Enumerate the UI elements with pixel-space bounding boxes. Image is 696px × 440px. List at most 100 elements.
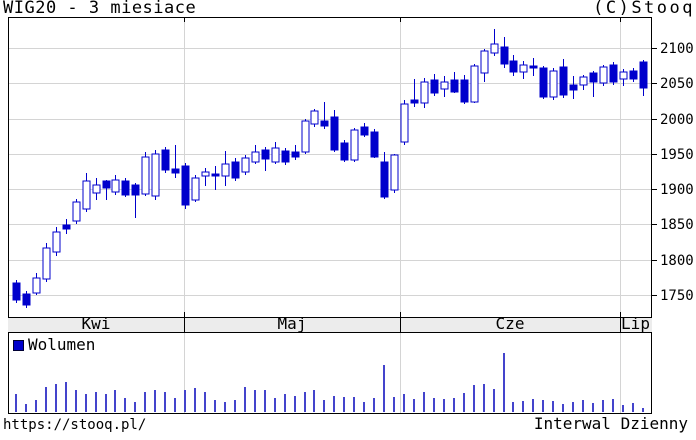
volume-bar bbox=[95, 392, 97, 412]
candle-up bbox=[111, 179, 120, 193]
h-gridline bbox=[8, 83, 651, 84]
candle-down bbox=[509, 60, 518, 73]
candle-wick bbox=[106, 180, 107, 200]
candle-up bbox=[72, 201, 81, 222]
candle-up bbox=[579, 76, 588, 86]
candle-down bbox=[569, 84, 578, 91]
y-tick bbox=[652, 154, 657, 155]
candle-down bbox=[181, 165, 190, 206]
volume-bar bbox=[105, 394, 107, 412]
volume-bar bbox=[393, 397, 395, 412]
candle-down bbox=[22, 293, 31, 306]
candle-down bbox=[320, 120, 329, 127]
candle-down bbox=[589, 72, 598, 83]
y-tick-label: 1950 bbox=[660, 147, 694, 163]
volume-bar bbox=[612, 399, 614, 412]
candle-up bbox=[151, 153, 160, 197]
candle-up bbox=[221, 163, 230, 177]
volume-bar bbox=[562, 404, 564, 412]
candle-up bbox=[241, 157, 250, 173]
y-tick bbox=[652, 295, 657, 296]
candle-down bbox=[559, 66, 568, 96]
month-label: Cze bbox=[496, 314, 525, 333]
month-label: Maj bbox=[278, 314, 307, 333]
candle-up bbox=[82, 180, 91, 210]
h-gridline bbox=[8, 295, 651, 296]
volume-legend: Wolumen bbox=[13, 335, 96, 354]
volume-bar bbox=[343, 397, 345, 412]
plot-border-right bbox=[651, 17, 652, 414]
band-border-top bbox=[8, 317, 652, 318]
y-tick-label: 2000 bbox=[660, 112, 694, 128]
volume-bar bbox=[433, 398, 435, 412]
v-gridline bbox=[620, 17, 621, 317]
volume-bar bbox=[204, 392, 206, 412]
volume-bar bbox=[473, 385, 475, 412]
volume-bar bbox=[323, 400, 325, 412]
candle-wick bbox=[135, 183, 136, 218]
candle-down bbox=[12, 282, 21, 301]
y-tick-label: 1850 bbox=[660, 217, 694, 233]
candle-wick bbox=[324, 102, 325, 129]
candle-up bbox=[301, 120, 310, 153]
volume-bar bbox=[75, 390, 77, 412]
y-tick bbox=[652, 119, 657, 120]
candle-down bbox=[330, 116, 339, 151]
candle-up bbox=[141, 156, 150, 195]
volume-bar bbox=[632, 403, 634, 412]
volume-bar bbox=[353, 397, 355, 412]
band-separator bbox=[184, 317, 185, 332]
candle-down bbox=[231, 161, 240, 179]
volume-bar bbox=[274, 398, 276, 412]
y-tick bbox=[652, 260, 657, 261]
v-gridline bbox=[400, 17, 401, 317]
candle-down bbox=[500, 46, 509, 65]
volume-bar bbox=[443, 399, 445, 412]
month-label: Lip bbox=[621, 314, 650, 333]
volume-bar bbox=[403, 394, 405, 412]
y-tick bbox=[652, 48, 657, 49]
interval-label: Interwal Dzienny bbox=[533, 414, 688, 433]
candle-up bbox=[271, 147, 280, 163]
candle-down bbox=[340, 142, 349, 161]
volume-bar bbox=[333, 396, 335, 412]
month-tick-top bbox=[620, 17, 621, 22]
h-gridline bbox=[8, 260, 651, 261]
volume-bar bbox=[453, 398, 455, 412]
v-gridline bbox=[184, 332, 185, 413]
candle-down bbox=[629, 70, 638, 80]
candle-up bbox=[310, 110, 319, 125]
volume-bar bbox=[622, 405, 624, 412]
candle-up bbox=[549, 70, 558, 98]
candle-up bbox=[480, 50, 489, 74]
volume-bar bbox=[144, 392, 146, 412]
plot-border-left bbox=[8, 17, 9, 414]
candle-down bbox=[291, 151, 300, 158]
volume-bar bbox=[284, 394, 286, 412]
volume-bar bbox=[493, 389, 495, 412]
volume-bar bbox=[373, 398, 375, 412]
source-url[interactable]: https://stooq.pl/ bbox=[3, 417, 147, 433]
candle-up bbox=[191, 177, 200, 201]
volume-bar bbox=[65, 382, 67, 412]
candle-wick bbox=[215, 166, 216, 190]
candle-down bbox=[370, 131, 379, 158]
y-tick-label: 1800 bbox=[660, 253, 694, 269]
candle-up bbox=[251, 151, 260, 163]
volume-bar bbox=[114, 390, 116, 412]
volume-bar bbox=[503, 353, 505, 412]
candle-up bbox=[599, 66, 608, 84]
volume-bar bbox=[542, 400, 544, 412]
month-tick-bottom bbox=[184, 312, 185, 317]
candle-down bbox=[261, 149, 270, 160]
candle-up bbox=[92, 184, 101, 194]
volume-bar bbox=[174, 398, 176, 412]
candle-down bbox=[211, 173, 220, 177]
volume-bar bbox=[383, 365, 385, 412]
volume-bar bbox=[164, 392, 166, 412]
candle-down bbox=[131, 184, 140, 196]
volume-legend-label: Wolumen bbox=[28, 335, 96, 354]
candle-up bbox=[390, 154, 399, 191]
candle-up bbox=[42, 247, 51, 280]
candle-up bbox=[32, 277, 41, 294]
